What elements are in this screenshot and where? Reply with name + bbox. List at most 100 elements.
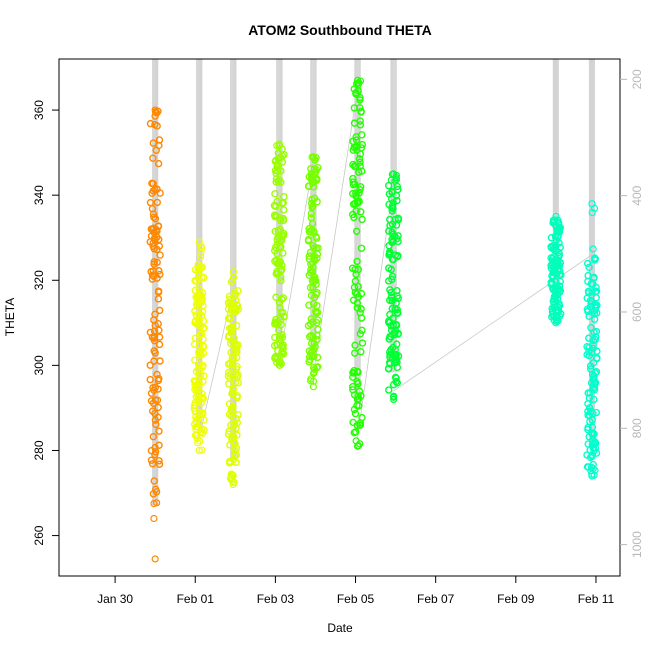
- data-point: [149, 225, 157, 234]
- data-point: [275, 361, 283, 369]
- data-point: [311, 256, 319, 265]
- data-point: [150, 327, 159, 335]
- y-axis: 260 280 300 320 340 360: [32, 100, 59, 546]
- data-point: [308, 195, 316, 204]
- data-point: [150, 514, 158, 523]
- data-point: [156, 357, 164, 365]
- data-point: [271, 157, 280, 166]
- data-point: [199, 342, 208, 351]
- data-point: [583, 259, 592, 268]
- profile-link: [313, 88, 358, 374]
- data-point: [310, 365, 319, 374]
- data-point: [194, 315, 203, 323]
- data-point: [592, 408, 601, 417]
- data-point: [310, 352, 318, 361]
- data-point: [279, 308, 287, 317]
- data-point: [151, 383, 160, 391]
- data-point: [225, 315, 234, 323]
- data-point: [308, 267, 317, 276]
- data-point: [307, 209, 316, 218]
- data-point: [585, 263, 593, 272]
- data-point: [156, 189, 164, 197]
- data-point: [275, 140, 283, 148]
- data-point: [194, 366, 203, 374]
- data-point: [385, 386, 393, 394]
- data-point: [393, 196, 401, 205]
- data-point: [356, 150, 365, 158]
- data-point: [590, 315, 599, 324]
- data-point: [548, 257, 557, 265]
- data-point: [276, 216, 285, 225]
- data-point: [305, 358, 313, 366]
- data-point: [198, 390, 206, 398]
- y-tick-label: 340: [32, 185, 46, 205]
- data-point: [307, 260, 315, 268]
- data-point: [147, 456, 156, 464]
- data-point: [277, 273, 285, 281]
- data-point: [588, 472, 596, 480]
- data-point: [193, 302, 201, 311]
- data-point: [354, 81, 362, 89]
- data-point: [191, 386, 199, 394]
- data-point: [154, 320, 162, 328]
- data-point: [309, 242, 317, 250]
- data-point: [154, 376, 163, 385]
- data-point: [197, 424, 205, 433]
- data-point: [388, 228, 396, 236]
- data-point: [149, 432, 158, 441]
- data-point: [193, 431, 201, 439]
- data-point: [584, 425, 592, 434]
- data-point: [584, 411, 592, 419]
- data-point: [307, 331, 315, 340]
- data-point: [154, 287, 163, 295]
- data-point: [198, 393, 206, 402]
- data-point: [394, 330, 402, 338]
- data-point: [305, 224, 314, 233]
- data-point: [591, 335, 599, 344]
- data-point: [349, 174, 357, 183]
- data-point: [153, 198, 161, 207]
- data-point: [194, 398, 202, 406]
- data-point: [312, 234, 321, 242]
- data-point: [593, 354, 601, 363]
- data-point: [358, 215, 366, 224]
- data-point: [351, 341, 359, 349]
- data-point: [224, 430, 233, 438]
- data-point: [310, 339, 318, 348]
- data-point: [272, 319, 280, 327]
- data-point: [225, 457, 234, 466]
- data-point: [388, 297, 396, 305]
- data-point: [194, 439, 202, 447]
- data-point: [352, 90, 360, 98]
- data-point: [585, 404, 594, 412]
- data-point: [394, 352, 403, 360]
- data-point: [585, 394, 594, 402]
- data-point: [149, 267, 158, 275]
- series-2: [224, 268, 242, 489]
- data-point: [351, 428, 360, 436]
- data-point: [200, 324, 208, 332]
- data-point: [352, 136, 361, 144]
- data-point: [354, 395, 363, 403]
- data-point: [228, 390, 236, 398]
- x-tick-label: Feb 03: [257, 592, 295, 606]
- data-point: [313, 308, 322, 317]
- data-point: [309, 183, 318, 191]
- data-point: [200, 372, 208, 380]
- data-point: [193, 320, 201, 328]
- data-point: [311, 343, 319, 351]
- data-point: [385, 248, 394, 256]
- data-point: [195, 378, 203, 387]
- data-point: [228, 323, 237, 331]
- data-point: [357, 208, 365, 216]
- data-point: [309, 383, 318, 391]
- data-point: [146, 119, 155, 128]
- y2-tick-label: 600: [630, 302, 644, 322]
- data-point: [392, 374, 400, 382]
- data-point: [195, 341, 203, 350]
- data-point: [196, 322, 205, 330]
- data-point: [198, 409, 207, 417]
- data-point: [358, 339, 367, 347]
- data-point: [305, 173, 313, 181]
- data-point: [270, 341, 279, 350]
